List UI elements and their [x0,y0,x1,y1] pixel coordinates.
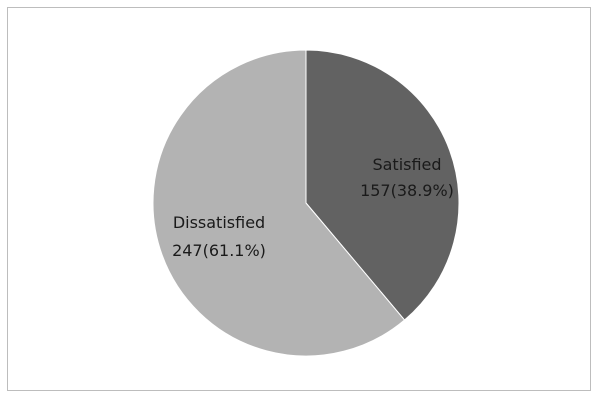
slice-label-satisfied-value: 157(38.9%) [360,181,454,200]
slice-label-satisfied-name: Satisfied [372,155,441,174]
pie-labels: Satisfied 157(38.9%) Dissatisfied 247(61… [172,155,454,260]
pie-slice-satisfied [305,49,460,321]
slice-label-dissatisfied-name: Dissatisfied [173,213,265,232]
pie-slices [152,49,460,357]
pie-slice-dissatisfied [152,49,406,357]
slice-label-dissatisfied-value: 247(61.1%) [172,241,266,260]
